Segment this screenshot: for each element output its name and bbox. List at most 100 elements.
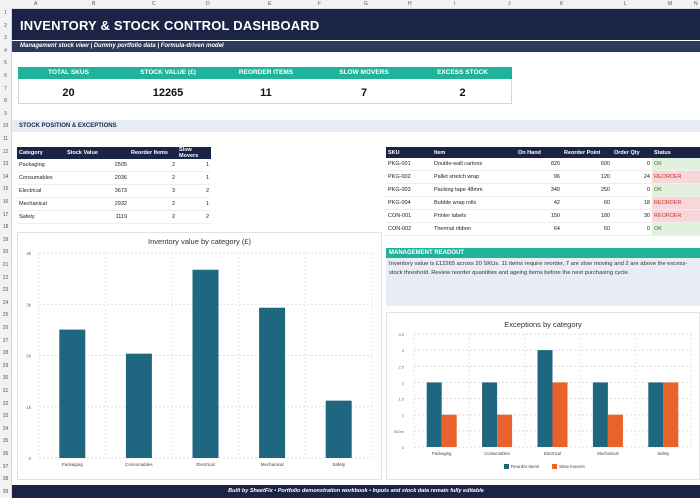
row-number[interactable]: 6	[4, 73, 7, 79]
bar[interactable]	[259, 307, 286, 458]
sku-cell[interactable]: 60	[562, 196, 612, 210]
bar[interactable]	[482, 382, 498, 447]
row-number[interactable]: 33	[2, 413, 9, 420]
bar[interactable]	[592, 382, 608, 447]
category-cell[interactable]: 2	[129, 210, 177, 224]
column-letter[interactable]: M	[668, 1, 673, 7]
bar[interactable]	[648, 382, 664, 447]
col-reorder-items[interactable]: Reorder Items	[129, 147, 177, 159]
bar[interactable]	[125, 353, 152, 458]
row-number[interactable]: 37	[2, 463, 9, 470]
category-cell[interactable]: Electrical	[17, 184, 65, 198]
kpi-label-reorder-items[interactable]: REORDER ITEMS	[217, 67, 315, 79]
status-badge[interactable]: OK	[652, 222, 700, 236]
bar[interactable]	[325, 400, 352, 458]
sku-cell[interactable]: 50	[562, 222, 612, 236]
row-number[interactable]: 2	[4, 22, 7, 29]
sku-cell[interactable]: Bubble wrap rolls	[432, 196, 516, 210]
row-number[interactable]: 35	[2, 438, 9, 445]
col-sku[interactable]: SKU	[386, 147, 432, 158]
column-letter[interactable]: J	[508, 1, 511, 7]
sku-cell[interactable]: 24	[612, 170, 652, 184]
row-number[interactable]: 30	[2, 375, 9, 382]
sku-cell[interactable]: PKG-001	[386, 158, 432, 171]
row-number[interactable]: 5	[4, 60, 7, 67]
kpi-value-reorder-items[interactable]: 11	[260, 87, 272, 99]
col-order-qty[interactable]: Order Qty	[612, 147, 652, 158]
row-number[interactable]: 38	[2, 476, 9, 483]
sku-cell[interactable]: 340	[516, 183, 562, 197]
row-number[interactable]: 22	[2, 274, 9, 281]
row-number[interactable]: 4	[4, 47, 7, 54]
col-status[interactable]: Status	[652, 147, 700, 158]
bar[interactable]	[497, 414, 513, 447]
sku-cell[interactable]: 42	[516, 196, 562, 210]
bar[interactable]	[552, 382, 568, 447]
column-letter[interactable]: L	[624, 1, 627, 7]
kpi-value-slow-movers[interactable]: 7	[360, 87, 368, 99]
bar[interactable]	[426, 382, 442, 447]
bar[interactable]	[537, 350, 553, 447]
sku-cell[interactable]: Packing tape 48mm	[432, 183, 516, 197]
col-slow-movers[interactable]: Slow Movers	[177, 147, 211, 159]
col-reorder-point[interactable]: Reorder Point	[562, 147, 612, 158]
bar[interactable]	[663, 382, 679, 447]
row-number[interactable]: 27	[2, 337, 9, 344]
row-number[interactable]: 23	[2, 287, 9, 294]
col-stock-value[interactable]: Stock Value	[65, 147, 129, 159]
row-number[interactable]: 29	[2, 362, 9, 369]
column-letter[interactable]: D	[206, 1, 210, 7]
category-cell[interactable]: 2	[177, 184, 211, 198]
status-badge[interactable]: REORDER	[652, 170, 700, 184]
sku-cell[interactable]: 30	[612, 209, 652, 223]
sku-cell[interactable]: PKG-004	[386, 196, 432, 210]
column-letter[interactable]: C	[152, 1, 156, 7]
kpi-label-slow-movers[interactable]: SLOW MOVERS	[315, 67, 413, 79]
kpi-label-total-skus[interactable]: TOTAL SKUS	[18, 67, 119, 79]
sku-cell[interactable]: 600	[562, 158, 612, 171]
sku-cell[interactable]: Printer labels	[432, 209, 516, 223]
sku-cell[interactable]: 0	[612, 183, 652, 197]
row-number[interactable]: 9	[4, 110, 7, 117]
column-letter[interactable]: H	[408, 1, 412, 7]
category-cell[interactable]: 2	[177, 210, 211, 224]
row-number[interactable]: 34	[2, 425, 9, 432]
sku-cell[interactable]: 96	[516, 170, 562, 184]
sku-cell[interactable]: 18	[612, 196, 652, 210]
status-badge[interactable]: OK	[652, 183, 700, 197]
bar[interactable]	[607, 414, 623, 447]
column-letter[interactable]: I	[454, 1, 456, 7]
sku-cell[interactable]: 180	[562, 209, 612, 223]
row-number[interactable]: 25	[2, 312, 9, 319]
status-badge[interactable]: OK	[652, 158, 700, 171]
kpi-value-total-skus[interactable]: 20	[62, 87, 75, 99]
row-number[interactable]: 36	[2, 451, 9, 457]
sku-cell[interactable]: Thermal ribbon	[432, 222, 516, 236]
row-number[interactable]: 32	[2, 400, 9, 407]
kpi-value-stock-value[interactable]: 12265	[152, 87, 184, 99]
category-cell[interactable]: 1	[177, 197, 211, 211]
row-number[interactable]: 13	[2, 161, 9, 168]
status-badge[interactable]: REORDER	[652, 209, 700, 223]
column-letter[interactable]: N	[694, 1, 698, 7]
kpi-value-excess-stock[interactable]: 2	[459, 87, 466, 99]
row-number[interactable]: 10	[2, 123, 9, 130]
row-number[interactable]: 31	[2, 388, 9, 394]
category-cell[interactable]: Consumables	[17, 171, 65, 185]
category-cell[interactable]: 2	[129, 159, 177, 172]
col-category[interactable]: Category	[17, 147, 65, 159]
row-number[interactable]: 19	[2, 236, 9, 243]
row-number[interactable]: 8	[4, 98, 7, 105]
sku-cell[interactable]: 250	[562, 183, 612, 197]
category-cell[interactable]: 1	[177, 159, 211, 172]
row-number[interactable]: 26	[2, 325, 9, 331]
column-letter[interactable]: F	[318, 1, 322, 7]
category-cell[interactable]: 2932	[65, 197, 129, 211]
column-letter[interactable]: A	[34, 1, 38, 7]
category-cell[interactable]: 2505	[65, 159, 129, 172]
sku-cell[interactable]: 820	[516, 158, 562, 171]
row-number[interactable]: 3	[4, 35, 7, 42]
bar[interactable]	[192, 269, 219, 458]
row-number[interactable]: 24	[2, 299, 9, 306]
category-cell[interactable]: Safety	[17, 210, 65, 224]
